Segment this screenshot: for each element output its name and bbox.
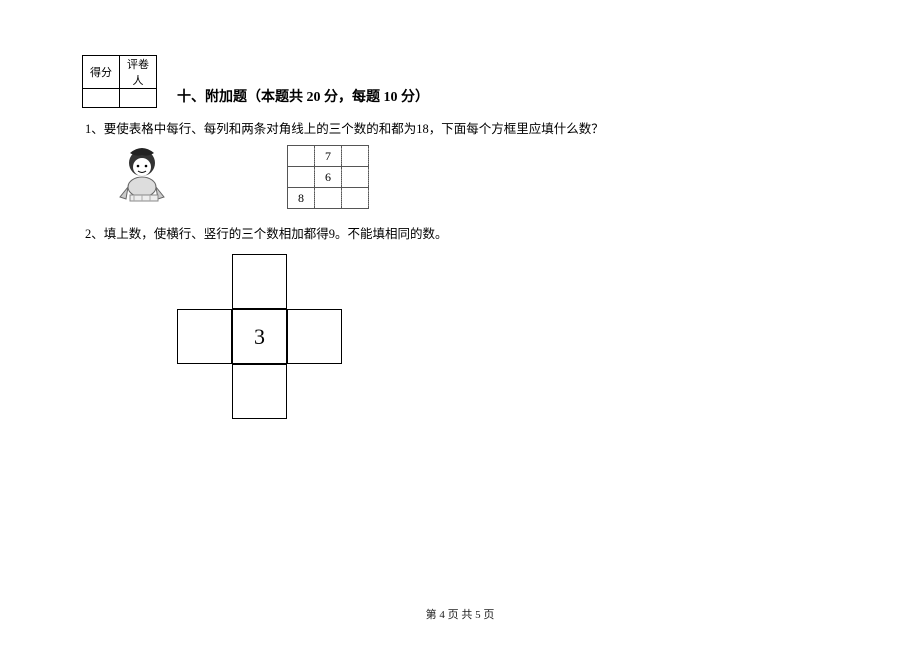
grid-cell-r0c1: 7: [315, 146, 342, 167]
question-1-figure-row: 7 6 8: [102, 145, 842, 209]
cross-center: 3: [232, 309, 287, 364]
grid-cell-r0c2: [342, 146, 369, 167]
cross-left: [177, 309, 232, 364]
magic-square-grid: 7 6 8: [287, 145, 369, 209]
score-blank-left: [83, 89, 120, 108]
score-box: 得分 评卷人: [82, 55, 157, 108]
grid-cell-r1c0: [288, 167, 315, 188]
score-label-left: 得分: [83, 56, 120, 89]
grid-cell-r2c0: 8: [288, 188, 315, 209]
grid-cell-r0c0: [288, 146, 315, 167]
section-title: 十、附加题（本题共 20 分，每题 10 分）: [177, 86, 429, 106]
grid-cell-r1c1: 6: [315, 167, 342, 188]
cross-bottom: [232, 364, 287, 419]
cross-figure: 3: [177, 254, 342, 419]
child-illustration: [102, 145, 192, 205]
cross-top: [232, 254, 287, 309]
grid-cell-r1c2: [342, 167, 369, 188]
section-header-row: 得分 评卷人 十、附加题（本题共 20 分，每题 10 分）: [82, 55, 842, 108]
grid-cell-r2c2: [342, 188, 369, 209]
page-footer: 第 4 页 共 5 页: [0, 606, 920, 622]
question-1-text: 1、要使表格中每行、每列和两条对角线上的三个数的和都为18，下面每个方框里应填什…: [85, 118, 842, 137]
question-2-text: 2、填上数，使横行、竖行的三个数相加都得9。不能填相同的数。: [85, 223, 842, 242]
score-blank-right: [120, 89, 157, 108]
page-content: 得分 评卷人 十、附加题（本题共 20 分，每题 10 分） 1、要使表格中每行…: [82, 55, 842, 419]
score-label-right: 评卷人: [120, 56, 157, 89]
cross-right: [287, 309, 342, 364]
grid-cell-r2c1: [315, 188, 342, 209]
